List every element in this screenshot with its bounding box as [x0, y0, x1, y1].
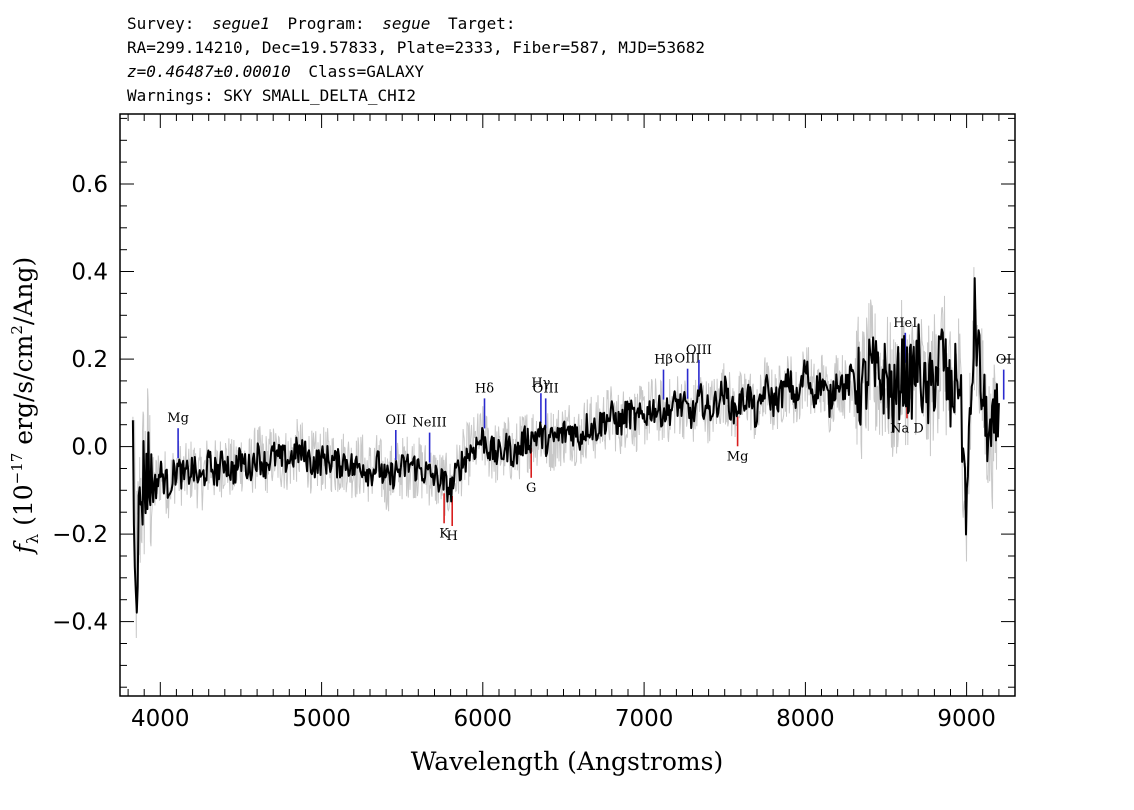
y-tick-label: 0.6: [71, 172, 108, 198]
line-marker-label: Hγ: [531, 376, 550, 391]
line-marker-label: HeI: [893, 316, 917, 331]
header-block: Survey: segue1 Program: segue Target: RA…: [127, 14, 705, 105]
y-tick-label: 0.0: [71, 435, 108, 461]
series-group: [131, 277, 1000, 614]
redshift-text: z=0.46487±0.00010: [127, 62, 291, 81]
header-line-2: RA=299.14210, Dec=19.57833, Plate=2333, …: [127, 38, 705, 57]
y-tick-label: 0.2: [71, 347, 108, 373]
line-marker-label: Hδ: [475, 381, 494, 396]
y-axis-label-text: (10: [9, 484, 38, 534]
x-tick-label: 7000: [615, 706, 674, 732]
y-axis-label-tail: /Ang): [9, 257, 38, 325]
class-text: Class=GALAXY: [308, 62, 424, 81]
program-label: Program:: [288, 14, 365, 33]
x-axis: 4000 5000 6000 7000 8000 9000: [127, 114, 1016, 732]
y-axis-label-units: erg/s/cm: [9, 334, 38, 452]
error-band: [132, 267, 1000, 639]
header-line-3: z=0.46487±0.00010 Class=GALAXY: [127, 62, 424, 81]
x-tick-label: 5000: [292, 706, 351, 732]
survey-value: segue1: [212, 14, 270, 33]
y-axis: −0.4 −0.2 0.0 0.2 0.4 0.6: [52, 117, 1015, 688]
x-tick-label: 9000: [937, 706, 996, 732]
spectrum-line: [131, 277, 1000, 614]
line-marker-label: G: [526, 481, 536, 496]
error-band-group: [132, 267, 1000, 639]
program-value: segue: [382, 14, 430, 33]
y-axis-label-exp: −17: [8, 453, 26, 485]
x-axis-label: Wavelength (Angstroms): [411, 747, 723, 776]
line-marker-label: OI: [996, 353, 1012, 368]
y-axis-label-symbol: f: [9, 540, 38, 555]
line-marker-label: OIII: [533, 381, 559, 396]
line-marker-label: OIII: [675, 352, 701, 367]
y-axis-label-exp2: 2: [8, 325, 26, 335]
survey-label: Survey:: [127, 14, 194, 33]
y-axis-label: fλ (10−17 erg/s/cm2/Ang): [8, 257, 42, 556]
line-marker-label: H: [447, 529, 458, 544]
line-marker-label: Na D: [890, 421, 924, 436]
plot-frame: [119, 113, 1016, 697]
target-label: Target:: [448, 14, 515, 33]
x-tick-label: 8000: [776, 706, 835, 732]
line-marker-label: Mg: [727, 449, 749, 464]
line-marker-label: OIII: [686, 343, 712, 358]
x-tick-label: 4000: [131, 706, 190, 732]
line-marker-label: Hβ: [654, 353, 673, 368]
y-tick-label: −0.2: [52, 522, 108, 548]
x-tick-label: 6000: [454, 706, 513, 732]
y-tick-label: −0.4: [52, 610, 108, 636]
warnings-text: Warnings: SKY SMALL_DELTA_CHI2: [127, 86, 416, 105]
line-marker-label: OII: [385, 413, 406, 428]
line-marker-label: K: [439, 526, 449, 541]
y-axis-label-sub: λ: [23, 534, 42, 544]
line-marker-label: NeIII: [412, 416, 446, 431]
header-line-1: Survey: segue1 Program: segue Target:: [127, 14, 515, 33]
y-tick-label: 0.4: [71, 260, 108, 286]
line-marker-label: Mg: [167, 411, 189, 426]
